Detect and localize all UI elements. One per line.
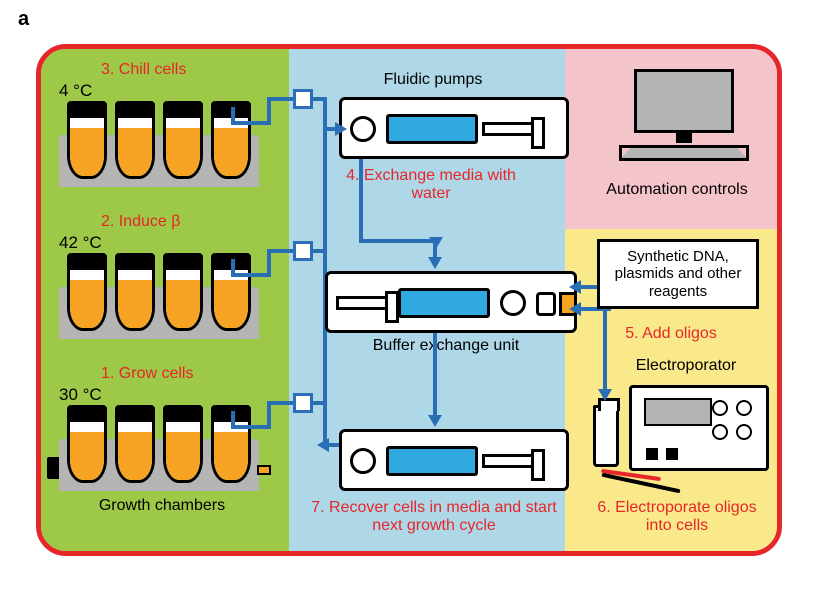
rack-30c <box>59 405 259 491</box>
step-6: 6. Electroporate oligos into cells <box>589 499 765 536</box>
step-2: 2. Induce β <box>101 213 180 231</box>
electroporator-icon <box>629 385 769 471</box>
automation-label: Automation controls <box>589 181 765 199</box>
step-4: 4. Exchange media with water <box>341 167 521 204</box>
diagram-frame: 3. Chill cells 2. Induce β 1. Grow cells… <box>36 44 782 556</box>
step-3: 3. Chill cells <box>101 61 186 79</box>
rack-42c <box>59 253 259 339</box>
fluidic-pump-bottom <box>339 429 569 491</box>
rack-4c <box>59 101 259 187</box>
fluidic-pumps-label: Fluidic pumps <box>363 71 503 89</box>
computer-icon <box>619 69 749 161</box>
electroporator-label: Electroporator <box>611 357 761 375</box>
node-box-mid <box>293 241 313 261</box>
reagents-box: Synthetic DNA, plasmids and other reagen… <box>597 239 759 309</box>
step-1: 1. Grow cells <box>101 365 193 383</box>
fluidic-pump-top <box>339 97 569 159</box>
temp-4c: 4 °C <box>59 81 92 101</box>
buffer-exchange-unit <box>325 271 577 333</box>
temp-42c: 42 °C <box>59 233 102 253</box>
step-7: 7. Recover cells in media and start next… <box>309 499 559 536</box>
buffer-label: Buffer exchange unit <box>351 337 541 355</box>
cuvette-icon <box>593 405 619 467</box>
growth-chambers-label: Growth chambers <box>87 497 237 515</box>
panel-letter: a <box>18 8 29 31</box>
step-5: 5. Add oligos <box>581 325 761 343</box>
node-box-bottom <box>293 393 313 413</box>
node-box-top <box>293 89 313 109</box>
temp-30c: 30 °C <box>59 385 102 405</box>
